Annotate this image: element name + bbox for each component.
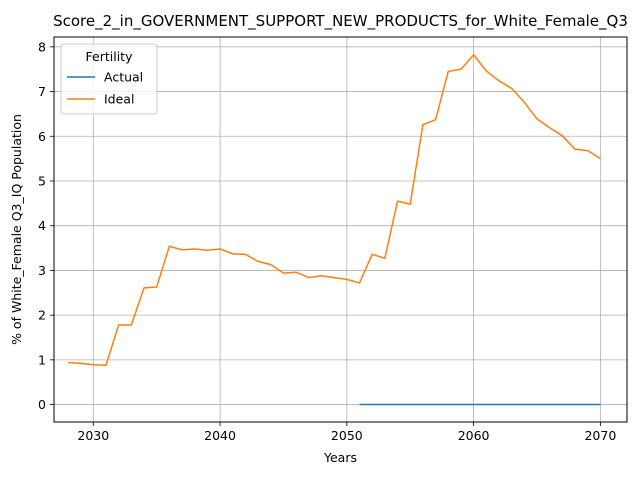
series-layer bbox=[67, 54, 601, 406]
y-tick-label: 3 bbox=[38, 263, 46, 278]
gridlines bbox=[54, 37, 627, 422]
y-tick-label: 0 bbox=[38, 397, 46, 412]
x-axis-label: Years bbox=[323, 450, 357, 465]
y-tick-label: 4 bbox=[38, 218, 46, 233]
x-tick-label: 2060 bbox=[458, 428, 490, 443]
x-tick-label: 2050 bbox=[331, 428, 363, 443]
x-tick-label: 2040 bbox=[204, 428, 236, 443]
y-tick-label: 8 bbox=[38, 39, 46, 54]
x-tick-label: 2070 bbox=[584, 428, 616, 443]
legend-label-ideal: Ideal bbox=[104, 92, 134, 107]
legend-box bbox=[60, 43, 158, 115]
y-tick-label: 5 bbox=[38, 173, 46, 188]
series-line-ideal bbox=[67, 54, 601, 366]
legend: Fertility Actual Ideal bbox=[60, 43, 158, 115]
legend-label-actual: Actual bbox=[104, 70, 143, 85]
y-tick-label: 2 bbox=[38, 308, 46, 323]
axis-ticks: 2030 2040 2050 2060 2070 0 1 2 3 4 5 6 7 8 bbox=[38, 39, 616, 443]
legend-title: Fertility bbox=[86, 49, 134, 64]
y-tick-label: 7 bbox=[38, 84, 46, 99]
chart-title: Score_2_in_GOVERNMENT_SUPPORT_NEW_PRODUC… bbox=[53, 12, 628, 31]
y-tick-label: 1 bbox=[38, 352, 46, 367]
plot-frame bbox=[53, 36, 628, 423]
y-axis-label: % of White_Female Q3_IQ Population bbox=[9, 114, 24, 345]
y-tick-label: 6 bbox=[38, 129, 46, 144]
x-tick-label: 2030 bbox=[77, 428, 109, 443]
